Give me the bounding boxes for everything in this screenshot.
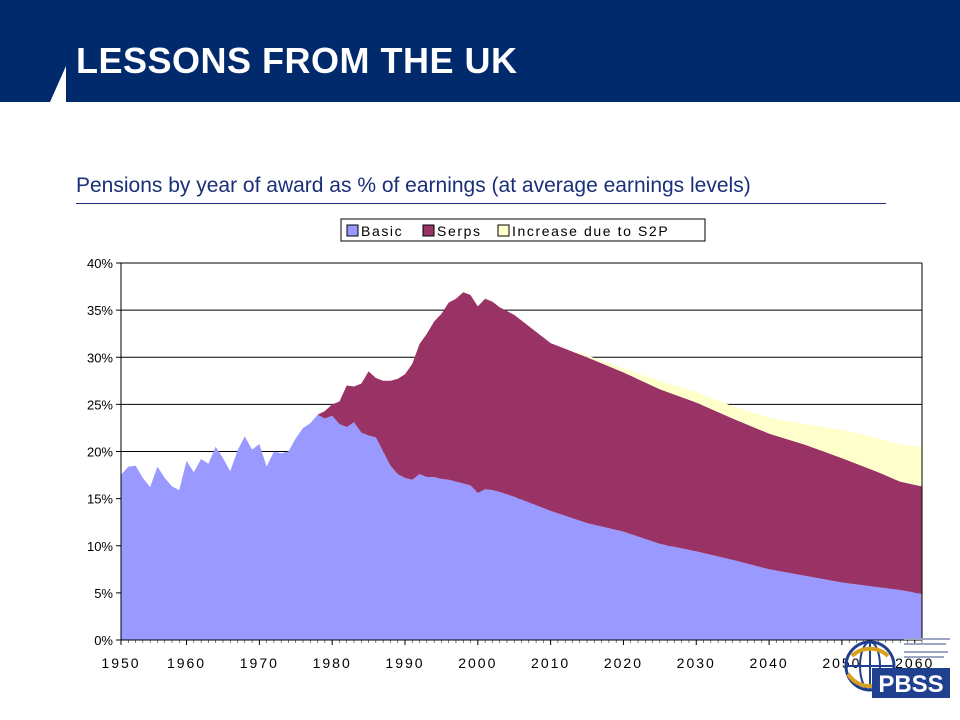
y-tick-label: 25% [87,397,113,412]
banner-triangle-accent [50,66,66,102]
pbss-logo: PBSS [844,638,950,698]
y-tick-label: 35% [87,303,113,318]
slide-title: LESSONS FROM THE UK [76,40,518,81]
y-tick-label: 5% [94,586,113,601]
y-tick-label: 10% [87,539,113,554]
logo-label: PBSS [878,671,943,698]
legend-label: Increase due to S2P [512,223,669,239]
legend-swatch [422,224,435,237]
x-tick-label: 2010 [531,655,570,671]
x-tick-label: 2030 [677,655,716,671]
subtitle-underline [76,203,886,204]
title-banner: LESSONS FROM THE UK [0,0,960,102]
x-tick-label: 1980 [313,655,352,671]
area-basic [121,414,922,640]
logo-small-text [904,638,950,658]
chart-subtitle: Pensions by year of award as % of earnin… [76,174,751,197]
y-tick-label: 30% [87,350,113,365]
x-tick-label: 2040 [750,655,789,671]
x-tick-label: 2060 [895,655,934,671]
x-tick-label: 1950 [101,655,140,671]
y-tick-label: 20% [87,445,113,460]
x-tick-label: 2020 [604,655,643,671]
x-tick-label: 1990 [385,655,424,671]
x-tick-label: 1970 [240,655,279,671]
legend-label: Serps [437,223,482,239]
y-tick-label: 0% [94,633,113,648]
y-tick-label: 40% [87,256,113,271]
chart-areas [121,292,922,640]
chart-legend: Basic Serps Increase due to S2P [340,218,706,242]
banner-graphic [0,0,960,102]
x-tick-labels: 1950 1960 1970 1980 1990 2000 2010 2020 2030 2040… [101,640,934,671]
area-serps [121,292,922,594]
y-tick-labels: 0% 5% 10% 15% 20% 25% 30% 35% 40% [87,256,121,648]
legend-swatch [346,224,359,237]
legend-label: Basic [361,223,403,239]
x-tick-label: 1960 [167,655,206,671]
y-tick-label: 15% [87,492,113,507]
legend-swatch [497,224,510,237]
x-tick-label: 2000 [458,655,497,671]
